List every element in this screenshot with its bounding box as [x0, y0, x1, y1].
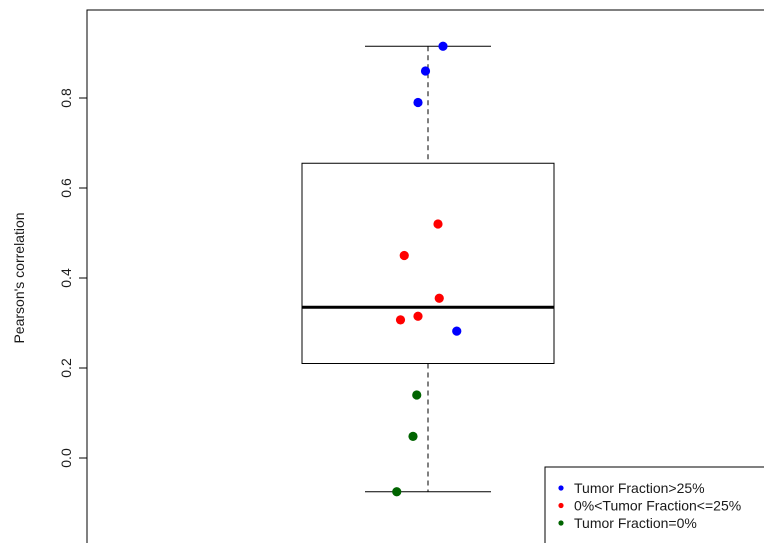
y-tick-label: 0.0: [58, 448, 74, 468]
data-point: [412, 390, 422, 400]
legend-marker: [558, 485, 564, 491]
box-group: [301, 45, 555, 493]
y-tick-label: 0.6: [58, 178, 74, 198]
plot-frame: [86, 9, 764, 543]
y-tick-label: 0.8: [58, 88, 74, 108]
data-point: [433, 219, 443, 229]
data-point: [413, 97, 423, 108]
y-axis: 0.0 0.2 0.4 0.6 0.8: [58, 88, 88, 468]
data-point: [452, 326, 462, 336]
y-axis-title: Pearson's correlation: [11, 212, 27, 343]
legend-label: Tumor Fraction=0%: [574, 515, 697, 531]
legend-label: 0%<Tumor Fraction<=25%: [574, 497, 741, 513]
y-tick-label: 0.4: [58, 268, 74, 288]
data-point: [392, 487, 402, 497]
y-tick-label: 0.2: [58, 358, 74, 378]
data-point: [434, 293, 444, 303]
data-point: [413, 311, 423, 321]
data-point: [420, 66, 431, 76]
iqr-box: [301, 162, 555, 364]
legend-box: [544, 466, 764, 543]
data-point: [438, 41, 448, 51]
legend-items: Tumor Fraction>25%0%<Tumor Fraction<=25%…: [558, 480, 741, 531]
legend-label: Tumor Fraction>25%: [574, 480, 705, 496]
legend-marker: [558, 502, 564, 509]
points-group: [392, 41, 462, 497]
data-point: [408, 431, 418, 441]
legend: Tumor Fraction>25%0%<Tumor Fraction<=25%…: [544, 466, 764, 543]
data-point: [399, 250, 409, 261]
legend-marker: [558, 520, 564, 526]
data-point: [395, 315, 406, 325]
